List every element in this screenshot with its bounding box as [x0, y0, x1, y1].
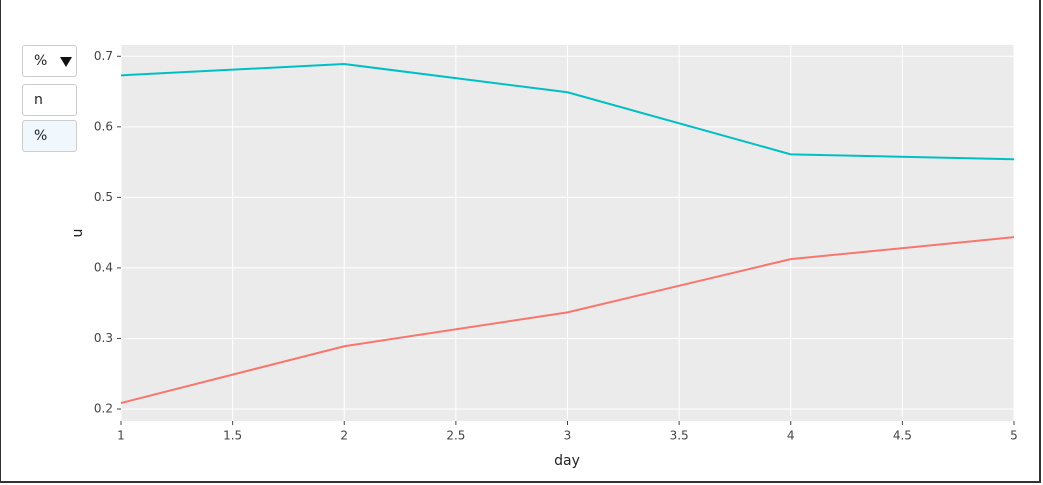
dropdown-selected: %: [34, 53, 48, 69]
y-tick-label: 0.3: [94, 331, 113, 345]
y-tick-label: 0.4: [94, 260, 113, 274]
labels: 1 1.5 2 2.5 3 3.5 4 4.5 5 0.2 0.3 0.4 0.5 0.6 0.7: [94, 49, 1018, 443]
dropdown-option[interactable]: %: [22, 120, 77, 152]
series-line: [120, 236, 1015, 404]
x-tick-label: 2: [340, 429, 348, 443]
series-line: [120, 63, 1015, 161]
x-tick-label: 4.5: [893, 429, 912, 443]
x-axis-label: day: [554, 453, 580, 469]
x-tick-label: 1: [117, 429, 125, 443]
lines: [120, 63, 1015, 404]
x-tick-label: 3: [564, 429, 572, 443]
dropdown-toggle[interactable]: %: [22, 45, 77, 77]
grid: [120, 45, 1015, 421]
y-tick-label: 0.2: [94, 402, 113, 416]
dropdown-arrow: [60, 57, 72, 67]
dropdown-option[interactable]: n: [22, 84, 77, 116]
y-tick-label: 0.6: [94, 119, 113, 133]
x-tick-label: 1.5: [223, 429, 242, 443]
x-tick-label: 4: [787, 429, 795, 443]
y-tick-label: 0.5: [94, 190, 113, 204]
y-tick-label: 0.7: [94, 49, 113, 63]
y-axis-label: n: [70, 229, 86, 238]
x-tick-label: 3.5: [670, 429, 689, 443]
x-tick-label: 2.5: [446, 429, 465, 443]
x-tick-label: 5: [1010, 429, 1018, 443]
